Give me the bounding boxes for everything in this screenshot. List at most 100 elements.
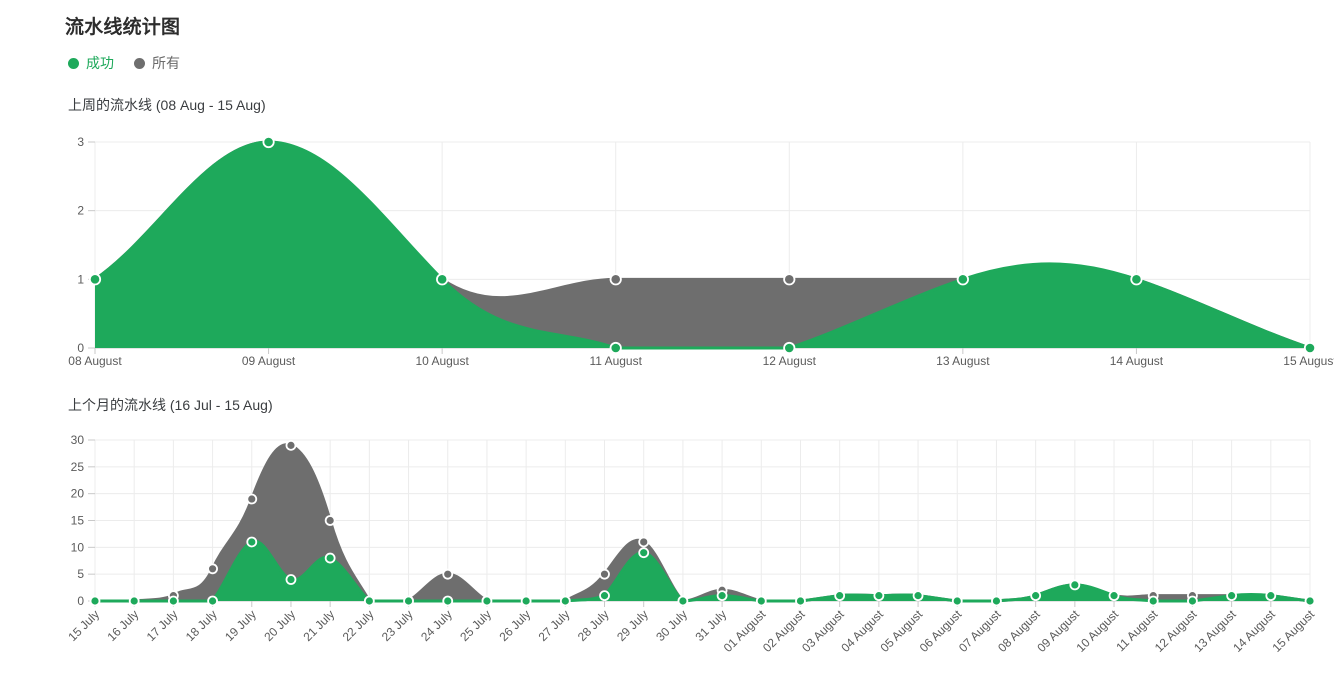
y-axis-label: 25 bbox=[71, 460, 85, 474]
x-axis-label: 17 July bbox=[144, 607, 181, 644]
data-point-marker bbox=[677, 595, 689, 607]
x-axis-label: 20 July bbox=[261, 607, 298, 644]
x-axis-label: 14 August bbox=[1110, 354, 1164, 368]
data-point-marker bbox=[755, 595, 767, 607]
x-axis-label: 22 July bbox=[340, 607, 377, 644]
data-point-marker bbox=[520, 595, 532, 607]
data-point-marker bbox=[442, 595, 454, 607]
page-title: 流水线统计图 bbox=[65, 17, 181, 38]
data-point-marker bbox=[783, 273, 796, 286]
data-point-marker bbox=[1304, 595, 1316, 607]
data-point-marker bbox=[285, 574, 297, 585]
data-point-marker bbox=[262, 135, 275, 149]
data-point-marker bbox=[599, 590, 610, 602]
data-point-marker bbox=[363, 595, 375, 607]
series-area bbox=[95, 444, 1310, 601]
legend-label-success: 成功 bbox=[86, 55, 114, 71]
data-point-marker bbox=[285, 439, 297, 451]
data-point-marker bbox=[481, 595, 493, 607]
x-axis-label: 09 August bbox=[242, 354, 296, 368]
data-point-marker bbox=[716, 590, 728, 602]
x-axis-label: 15 July bbox=[65, 607, 102, 644]
y-axis-label: 0 bbox=[77, 594, 84, 608]
y-axis-label: 10 bbox=[71, 540, 85, 554]
data-point-marker bbox=[1069, 579, 1081, 591]
x-axis-label: 12 August bbox=[763, 354, 817, 368]
all-series-dot-icon bbox=[134, 57, 145, 69]
legend-label-all: 所有 bbox=[152, 55, 180, 71]
data-point-marker bbox=[599, 568, 610, 580]
data-point-marker bbox=[436, 273, 449, 286]
data-point-marker bbox=[246, 493, 258, 505]
y-axis-label: 15 bbox=[71, 514, 85, 528]
data-point-marker bbox=[1147, 595, 1159, 607]
x-axis-label: 08 August bbox=[68, 354, 122, 368]
data-point-marker bbox=[991, 595, 1002, 607]
data-point-marker bbox=[609, 341, 622, 355]
last-month-pipelines-area-chart[interactable]: 0 5 10 15 20 25 30 15 July 16 July 17 July 18 July… bbox=[0, 422, 1334, 680]
legend-item-all[interactable]: 所有 bbox=[134, 56, 180, 70]
x-axis-label: 27 July bbox=[536, 607, 573, 644]
x-axis-label: 19 July bbox=[222, 607, 259, 644]
data-point-marker bbox=[609, 273, 622, 286]
x-axis-label: 21 July bbox=[300, 607, 337, 644]
data-point-marker bbox=[403, 595, 414, 607]
x-axis-label: 30 July bbox=[653, 607, 690, 644]
series-成功 bbox=[89, 536, 1316, 607]
data-point-marker bbox=[1265, 590, 1277, 602]
x-axis-label: 23 July bbox=[379, 607, 416, 644]
chart-legend: 成功 所有 bbox=[68, 56, 180, 70]
data-point-marker bbox=[559, 595, 571, 607]
y-axis-label: 5 bbox=[77, 567, 84, 581]
x-axis-label: 13 August bbox=[936, 354, 990, 368]
x-axis-label: 10 August bbox=[415, 354, 469, 368]
data-point-marker bbox=[88, 273, 102, 286]
data-point-marker bbox=[324, 552, 336, 564]
x-axis-label: 26 July bbox=[496, 607, 533, 644]
last-week-pipelines-area-chart[interactable]: 0 1 2 3 08 August 09 August 10 August 11 August… bbox=[0, 128, 1334, 375]
data-point-marker bbox=[167, 595, 179, 607]
x-axis-label: 16 July bbox=[105, 607, 142, 644]
data-point-marker bbox=[912, 590, 924, 602]
data-point-marker bbox=[1108, 590, 1120, 602]
x-axis-label: 10 August bbox=[1074, 607, 1122, 655]
data-point-marker bbox=[638, 547, 650, 559]
last-week-chart-title: 上周的流水线 (08 Aug - 15 Aug) bbox=[68, 97, 266, 113]
data-point-marker bbox=[89, 595, 101, 607]
last-month-chart-title: 上个月的流水线 (16 Jul - 15 Aug) bbox=[68, 397, 273, 413]
data-point-marker bbox=[1303, 341, 1317, 355]
data-point-marker bbox=[324, 515, 336, 526]
data-point-marker bbox=[638, 536, 650, 548]
success-series-dot-icon bbox=[68, 57, 79, 69]
data-point-marker bbox=[795, 595, 806, 607]
data-point-marker bbox=[128, 595, 140, 607]
data-point-marker bbox=[207, 563, 218, 575]
data-point-marker bbox=[1226, 590, 1238, 602]
series-area bbox=[95, 541, 1310, 601]
x-axis-label: 24 July bbox=[418, 607, 455, 644]
x-axis-label: 31 July bbox=[692, 607, 729, 644]
x-axis-label: 29 July bbox=[614, 607, 651, 644]
data-point-marker bbox=[956, 273, 969, 286]
data-point-marker bbox=[1187, 595, 1198, 607]
data-point-marker bbox=[442, 568, 454, 580]
series-成功 bbox=[88, 135, 1317, 355]
data-point-marker bbox=[207, 595, 218, 607]
y-axis-label: 20 bbox=[71, 487, 85, 501]
data-point-marker bbox=[834, 590, 846, 602]
x-axis-label: 15 August bbox=[1283, 354, 1334, 368]
y-axis-label: 2 bbox=[77, 204, 84, 218]
x-axis-label: 25 July bbox=[457, 607, 494, 644]
data-point-marker bbox=[1130, 273, 1143, 286]
y-axis-label: 30 bbox=[71, 433, 85, 447]
y-axis-label: 1 bbox=[77, 272, 84, 286]
series-area bbox=[95, 142, 1310, 348]
legend-item-success[interactable]: 成功 bbox=[68, 56, 114, 70]
data-point-marker bbox=[246, 536, 258, 548]
y-axis-label: 0 bbox=[77, 341, 84, 355]
x-axis-label: 18 July bbox=[183, 607, 220, 644]
data-point-marker bbox=[783, 341, 796, 355]
x-axis-label: 28 July bbox=[575, 607, 612, 644]
x-axis-label: 11 August bbox=[589, 354, 642, 368]
data-point-marker bbox=[873, 590, 885, 602]
